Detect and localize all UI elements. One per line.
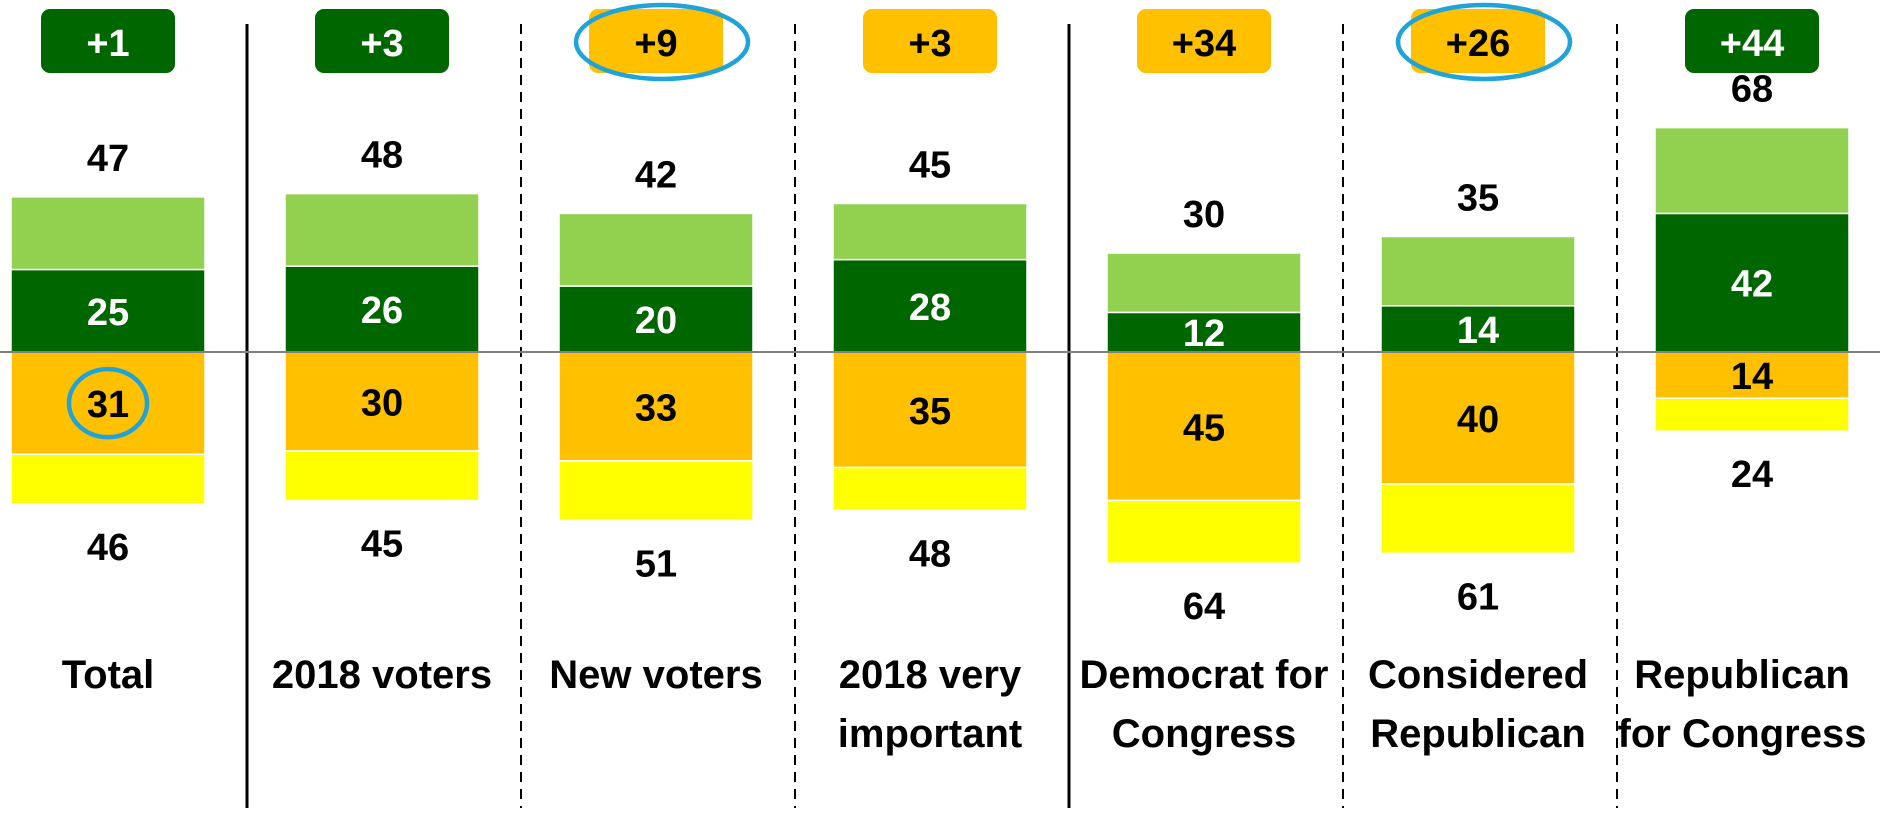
positive-total-label: 35 <box>1457 178 1499 220</box>
net-badge-label: +26 <box>1446 23 1510 65</box>
data-label-strong-negative: 14 <box>1731 356 1773 398</box>
data-label-strong-positive: 14 <box>1457 310 1499 352</box>
highlight-ring <box>1395 2 1573 82</box>
data-label-strong-positive: 25 <box>87 292 129 334</box>
bar-segment <box>558 460 754 522</box>
data-label-strong-negative: 33 <box>635 387 677 429</box>
net-badge <box>1685 9 1819 73</box>
bar-segment <box>558 212 754 287</box>
data-label-strong-negative: 31 <box>87 384 129 426</box>
net-badge <box>1411 9 1545 73</box>
bar-segment <box>832 202 1028 261</box>
bar-segment <box>10 268 206 353</box>
net-badge-label: +1 <box>86 23 129 65</box>
bar-segment <box>832 351 1028 469</box>
category-label: New voters <box>549 653 762 697</box>
positive-total-label: 48 <box>361 135 403 177</box>
category-label: Republican <box>1370 712 1586 756</box>
bar-segment <box>284 351 480 452</box>
category-label: Democrat for <box>1080 653 1329 697</box>
net-badge <box>863 9 997 73</box>
negative-total-label: 24 <box>1731 454 1773 496</box>
negative-total-label: 45 <box>361 524 403 566</box>
net-badge <box>41 9 175 73</box>
net-badge <box>315 9 449 73</box>
data-label-strong-negative: 35 <box>909 391 951 433</box>
category-label: Congress <box>1112 712 1297 756</box>
bar-segment <box>1654 351 1850 399</box>
net-badge <box>1137 9 1271 73</box>
data-label-strong-positive: 28 <box>909 287 951 329</box>
net-badge <box>589 9 723 73</box>
bar-segment <box>1654 212 1850 353</box>
negative-total-label: 51 <box>635 543 677 585</box>
data-label-strong-positive: 20 <box>635 300 677 342</box>
category-label: for Congress <box>1618 712 1867 756</box>
bar-segment <box>10 453 206 505</box>
category-label: Total <box>62 653 155 697</box>
bar-segment <box>1380 351 1576 485</box>
positive-total-label: 45 <box>909 145 951 187</box>
bar-segment <box>1654 397 1850 432</box>
bar-segment <box>1380 483 1576 555</box>
net-badge-label: +3 <box>908 23 951 65</box>
negative-total-label: 48 <box>909 533 951 575</box>
net-badge-label: +9 <box>634 23 677 65</box>
highlight-ring <box>66 366 150 440</box>
data-label-strong-negative: 45 <box>1183 407 1225 449</box>
bar-segment <box>1106 351 1302 502</box>
category-label: 2018 voters <box>272 653 492 697</box>
bar-segment <box>558 285 754 353</box>
positive-total-label: 30 <box>1183 194 1225 236</box>
bar-segment <box>1654 126 1850 215</box>
data-label-strong-positive: 26 <box>361 290 403 332</box>
negative-total-label: 46 <box>87 527 129 569</box>
negative-total-label: 64 <box>1183 586 1225 628</box>
highlight-ring <box>573 2 751 82</box>
category-label: Considered <box>1368 653 1588 697</box>
category-label: important <box>838 712 1022 756</box>
bar-segment <box>1106 252 1302 314</box>
positive-total-label: 47 <box>87 138 129 180</box>
bar-segment <box>1106 499 1302 564</box>
bar-segment <box>284 192 480 267</box>
data-label-strong-negative: 40 <box>1457 399 1499 441</box>
bar-segment <box>284 450 480 502</box>
net-badge-label: +34 <box>1172 23 1236 65</box>
category-label: Republican <box>1634 653 1850 697</box>
bar-segment <box>1380 235 1576 307</box>
bar-segment <box>832 258 1028 353</box>
data-label-strong-positive: 12 <box>1183 313 1225 355</box>
net-badge-label: +3 <box>360 23 403 65</box>
positive-total-label: 68 <box>1731 69 1773 111</box>
bar-segment <box>284 265 480 353</box>
bar-segment <box>10 196 206 271</box>
bar-segment <box>1106 311 1302 353</box>
data-label-strong-negative: 30 <box>361 383 403 425</box>
negative-total-label: 61 <box>1457 576 1499 618</box>
net-badge-label: +44 <box>1720 23 1784 65</box>
data-label-strong-positive: 42 <box>1731 264 1773 306</box>
category-label: 2018 very <box>839 653 1022 697</box>
positive-total-label: 42 <box>635 154 677 196</box>
bar-segment <box>832 466 1028 512</box>
